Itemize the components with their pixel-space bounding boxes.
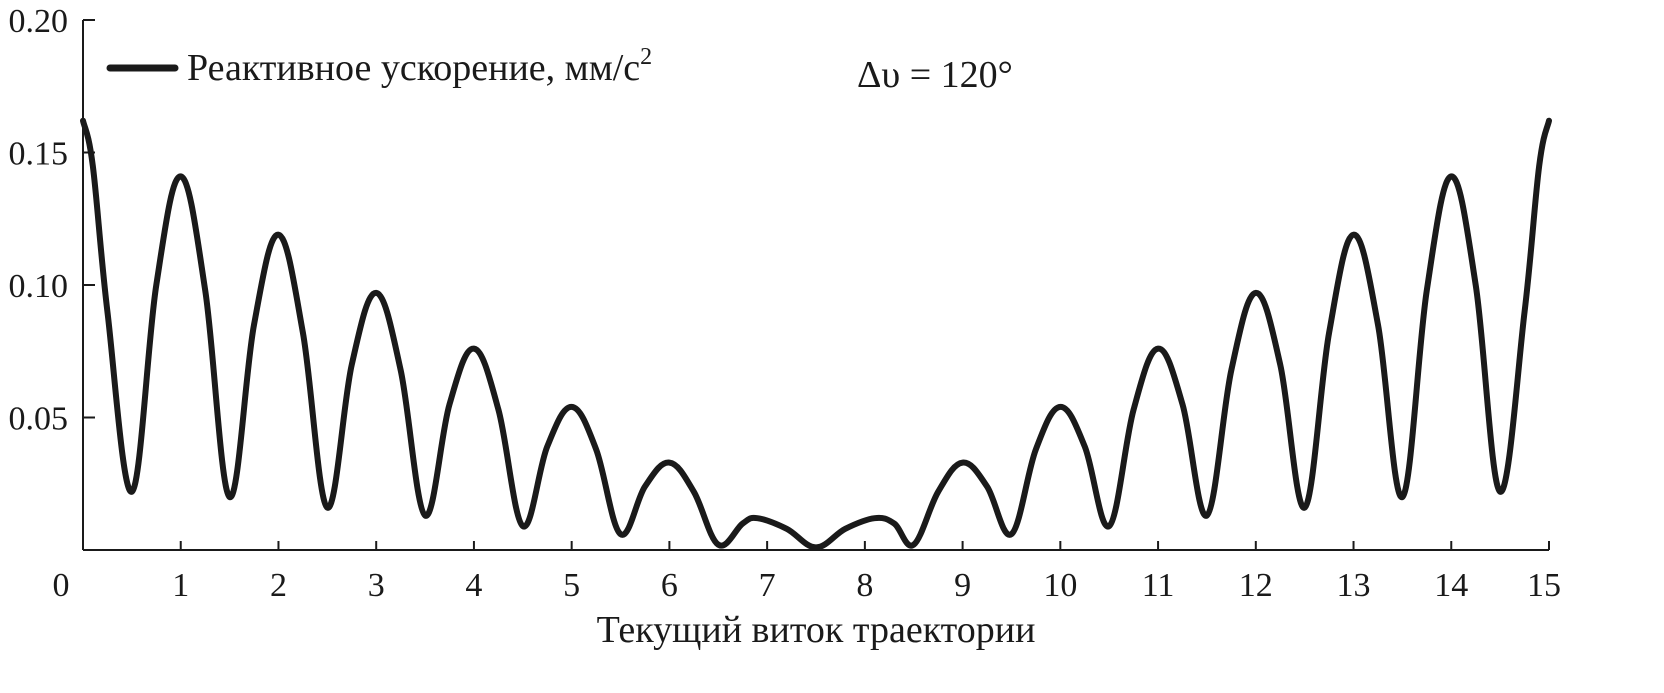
x-tick-label: 13 — [1337, 567, 1371, 604]
x-tick-label: 12 — [1239, 567, 1273, 604]
x-tick-label: 4 — [465, 567, 482, 604]
annotation-delta: Δυ = 120° — [857, 54, 1013, 96]
legend-label-superscript: 2 — [640, 44, 652, 70]
legend-label: Реактивное ускорение, мм/с2 — [187, 44, 652, 89]
x-ticks: 0 1 2 3 4 5 6 7 8 9 10 11 12 13 14 15 — [53, 541, 1561, 604]
y-tick-label: 0.15 — [9, 136, 69, 173]
x-tick-label: 1 — [172, 567, 189, 604]
x-tick-label: 10 — [1043, 567, 1077, 604]
x-tick-label: 7 — [759, 567, 776, 604]
x-tick-label: 0 — [53, 567, 70, 604]
x-tick-label: 14 — [1434, 567, 1468, 604]
x-axis-title: Текущий виток траектории — [597, 609, 1036, 651]
y-tick-label: 0.20 — [9, 3, 69, 40]
y-ticks: 0.05 0.10 0.15 0.20 — [9, 3, 95, 438]
x-tick-label: 15 — [1527, 567, 1561, 604]
x-tick-label: 2 — [270, 567, 287, 604]
x-tick-label: 8 — [856, 567, 873, 604]
legend-label-text: Реактивное ускорение, мм/с — [187, 47, 640, 89]
x-tick-label: 5 — [563, 567, 580, 604]
x-tick-label: 11 — [1142, 567, 1175, 604]
y-tick-label: 0.05 — [9, 401, 69, 438]
x-tick-label: 6 — [661, 567, 678, 604]
plot-area: 0 1 2 3 4 5 6 7 8 9 10 11 12 13 14 15 0.050.100.150.20 — [9, 3, 1562, 604]
y-tick-label: 0.10 — [9, 268, 69, 305]
x-tick-label: 3 — [368, 567, 385, 604]
x-tick-label: 9 — [954, 567, 971, 604]
legend: Реактивное ускорение, мм/с2 — [106, 44, 652, 89]
series-line — [80, 117, 1552, 551]
